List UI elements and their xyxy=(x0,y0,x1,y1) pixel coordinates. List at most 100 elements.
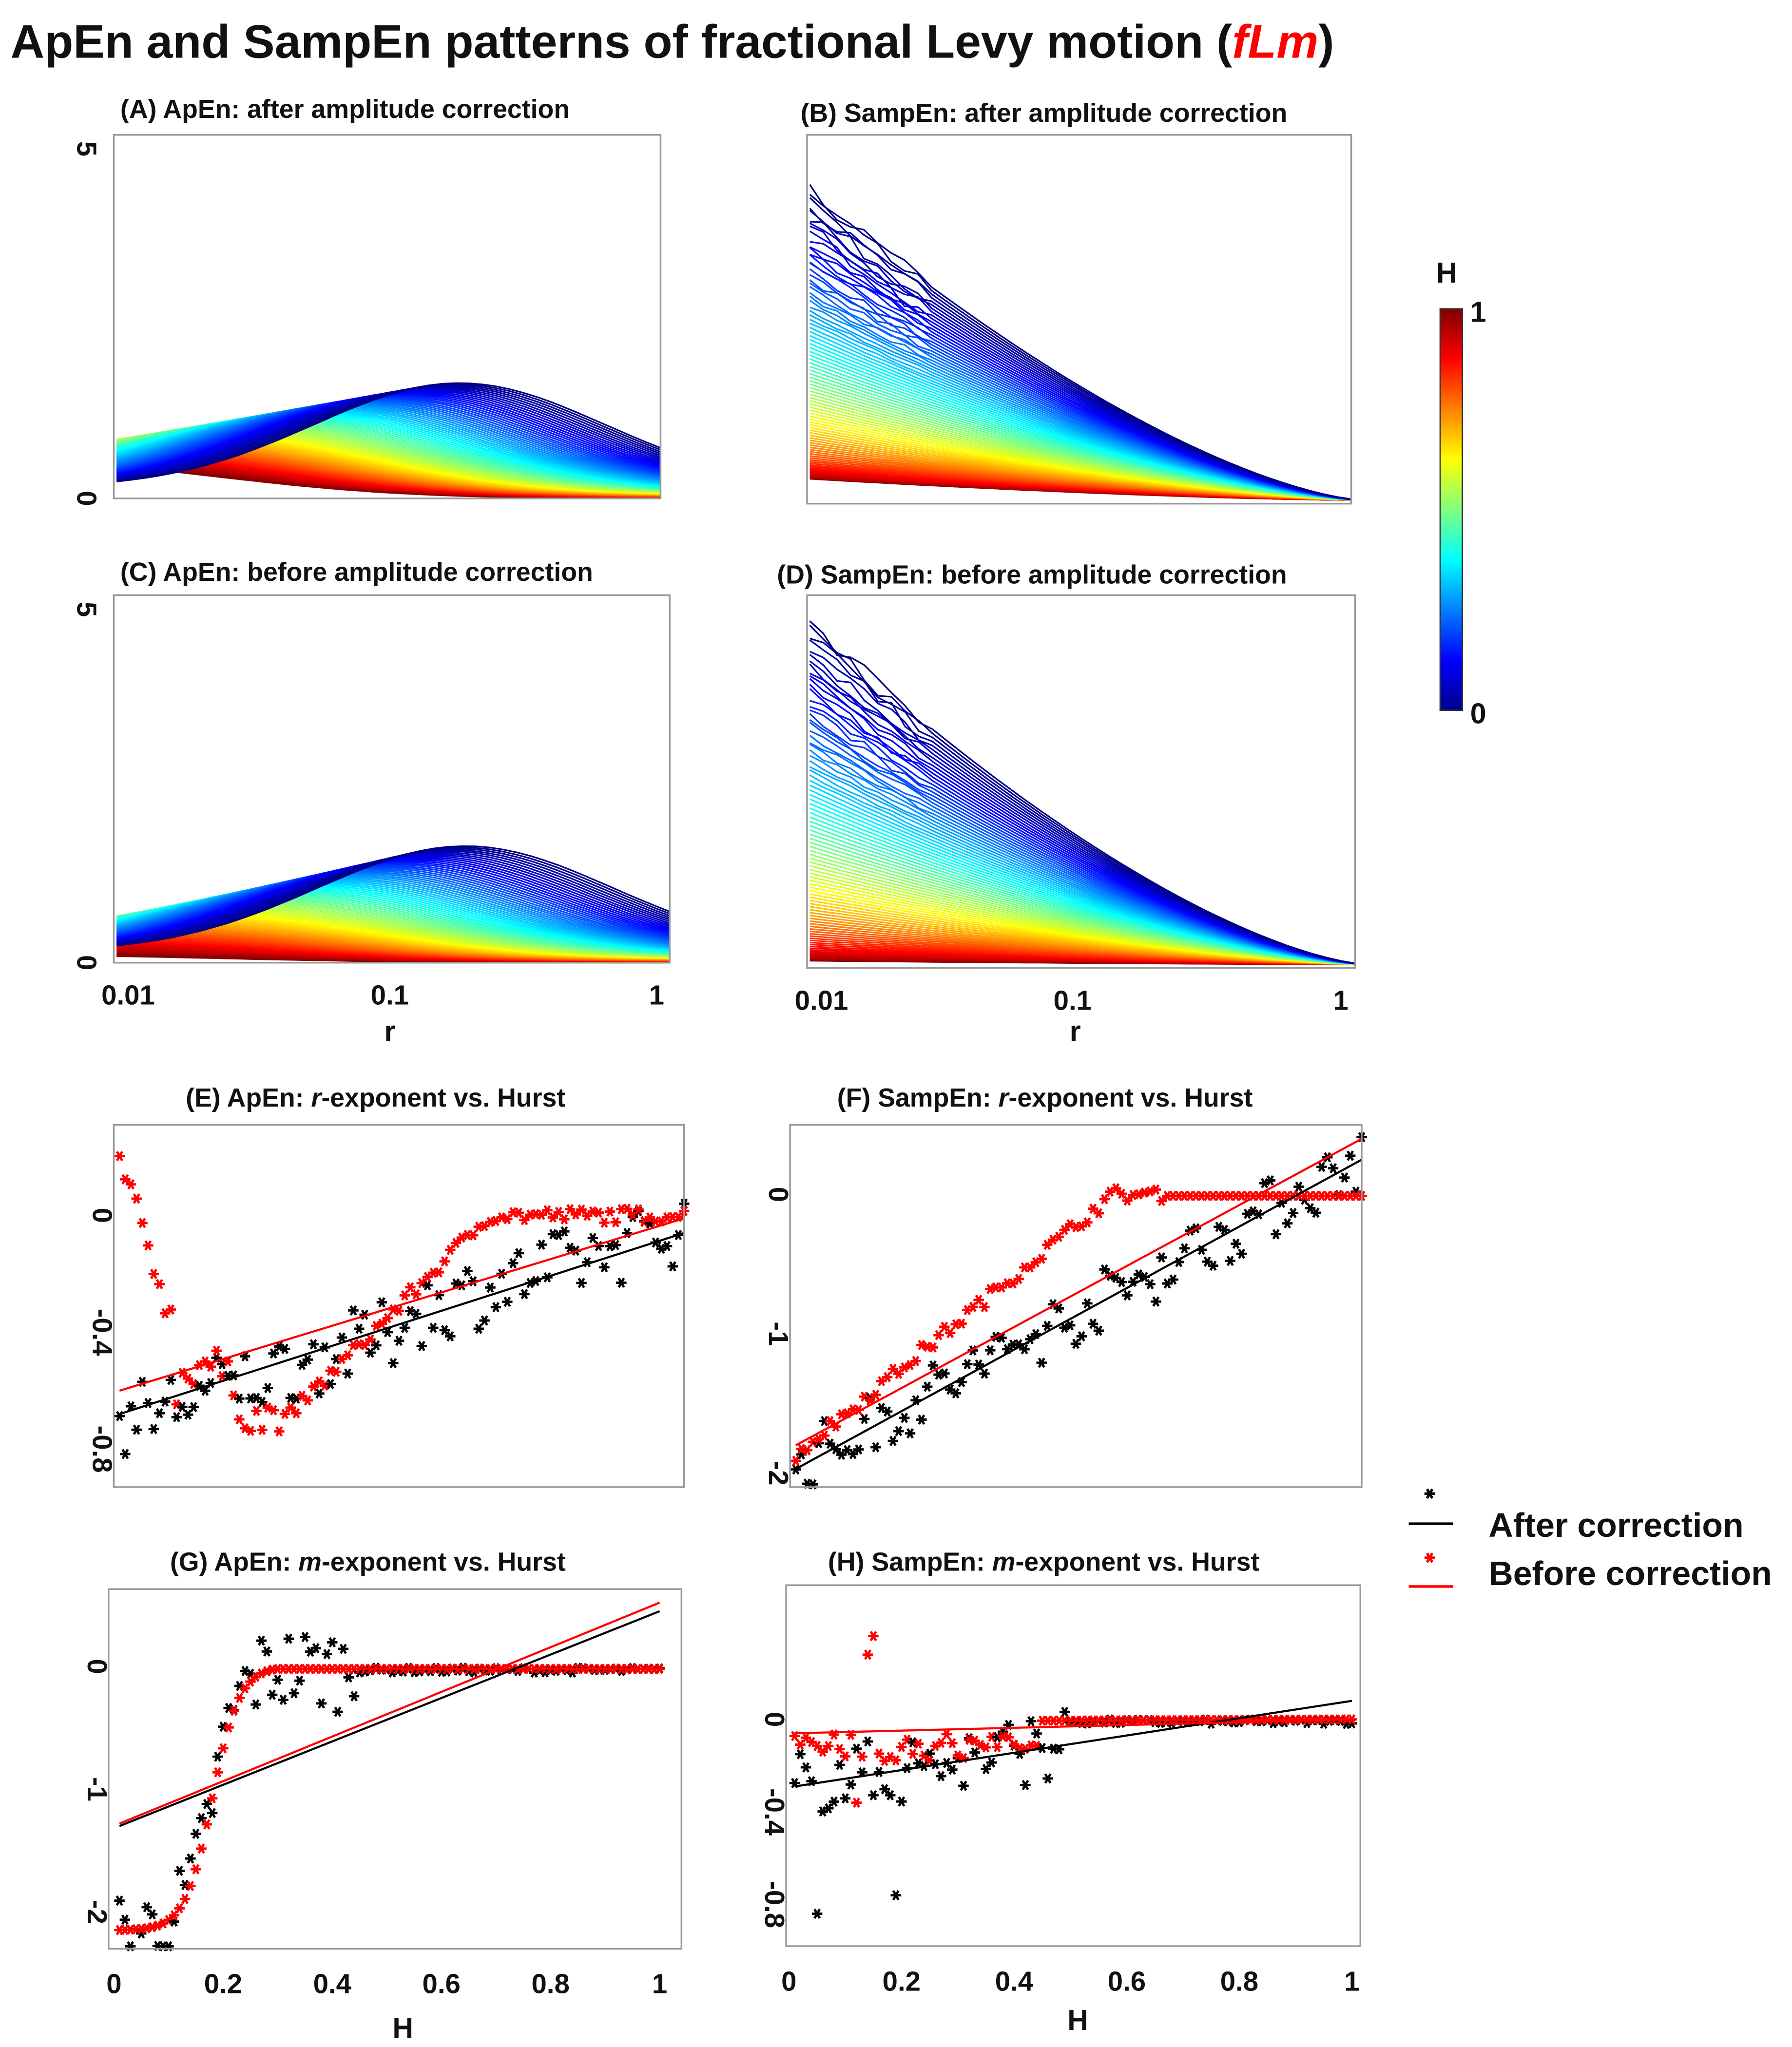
x-tick-label: 0.2 xyxy=(883,1966,921,1996)
y-tick-label: 0 xyxy=(87,1208,118,1223)
before-point xyxy=(967,1301,979,1312)
after-point xyxy=(887,1435,899,1446)
before-point xyxy=(154,1279,165,1290)
before-point xyxy=(1116,1188,1127,1199)
after-point xyxy=(490,1302,501,1313)
after-point xyxy=(519,1289,530,1300)
before-point xyxy=(148,1268,159,1280)
after-point xyxy=(851,1743,862,1754)
y-tick-label: 0 xyxy=(763,1187,794,1202)
before-point xyxy=(319,1380,330,1391)
after-point xyxy=(399,1322,410,1333)
before-point xyxy=(851,1798,862,1808)
x-tick-label: 0.4 xyxy=(995,1966,1034,1996)
before-point xyxy=(182,1373,193,1384)
panel-E: (E) ApEn: r-exponent vs. Hurst 0 -0.4 -0.8 xyxy=(87,1083,690,1488)
panel-title: (A) ApEn: after amplitude correction xyxy=(120,95,570,124)
after-point xyxy=(268,1348,279,1359)
y-tick-label: 0 xyxy=(759,1712,790,1727)
after-point xyxy=(1042,1320,1053,1331)
after-point xyxy=(148,1424,159,1435)
before-point xyxy=(604,1206,616,1217)
after-point xyxy=(485,1282,496,1293)
title-italic: m xyxy=(298,1548,322,1577)
before-point xyxy=(365,1334,376,1345)
before-point xyxy=(239,1683,250,1694)
after-point xyxy=(962,1359,973,1370)
after-point xyxy=(587,1233,598,1244)
before-point xyxy=(165,1304,176,1315)
legend-after-marker xyxy=(1424,1488,1435,1499)
after-point xyxy=(267,1689,278,1700)
x-axis-label: r xyxy=(384,1015,395,1048)
before-point xyxy=(564,1204,576,1215)
before-point xyxy=(992,1741,1002,1753)
before-point xyxy=(331,1366,342,1377)
entropy-curve xyxy=(116,404,660,480)
y-tick-label: 5 xyxy=(71,602,102,617)
entropy-curve xyxy=(116,405,660,482)
title-part: -exponent vs. Hurst xyxy=(1008,1083,1252,1112)
after-point xyxy=(120,1449,131,1459)
panel-B: (B) SampEn: after amplitude correction xyxy=(801,98,1352,505)
before-point xyxy=(201,1819,212,1830)
plot-frame xyxy=(108,1588,683,1950)
after-point xyxy=(879,1784,890,1795)
colorbar-max: 1 xyxy=(1470,296,1486,328)
before-point xyxy=(593,1207,604,1218)
after-point xyxy=(131,1424,142,1435)
panel-title: (E) ApEn: r-exponent vs. Hurst xyxy=(186,1083,565,1112)
title-end: ) xyxy=(1318,16,1334,68)
after-point xyxy=(1036,1358,1047,1368)
x-tick-label: 0.1 xyxy=(1054,985,1092,1015)
before-point xyxy=(817,1746,828,1757)
after-point xyxy=(177,1401,188,1412)
x-tick-label: 0 xyxy=(106,1969,121,1999)
after-point xyxy=(1265,1175,1276,1186)
after-point xyxy=(289,1688,300,1699)
before-point xyxy=(218,1743,229,1754)
entropy-curve xyxy=(116,866,669,939)
panel-G: (G) ApEn: m-exponent vs. Hurst 0 -1 -2 0 0.2 0… xyxy=(82,1548,683,2044)
before-point xyxy=(1156,1196,1167,1206)
before-point xyxy=(399,1290,410,1301)
entropy-curve xyxy=(116,397,660,473)
before-point xyxy=(174,1903,185,1914)
after-point xyxy=(1042,1773,1053,1784)
before-point xyxy=(212,1767,223,1778)
before-point xyxy=(1093,1208,1104,1219)
after-point xyxy=(302,1354,313,1365)
after-point xyxy=(986,1757,997,1768)
before-point xyxy=(450,1238,462,1248)
panel-title: (D) SampEn: before amplitude correction xyxy=(777,560,1287,589)
before-fit-line xyxy=(119,1602,660,1825)
before-point xyxy=(896,1741,907,1752)
after-point xyxy=(314,1388,325,1399)
after-point xyxy=(308,1339,319,1350)
after-point xyxy=(1339,1172,1350,1183)
after-point xyxy=(261,1646,272,1657)
after-point xyxy=(1236,1248,1247,1259)
title-part: -exponent vs. Hurst xyxy=(1016,1548,1260,1577)
before-point xyxy=(936,1738,946,1748)
before-point xyxy=(274,1426,285,1437)
before-point xyxy=(542,1205,553,1216)
before-point xyxy=(559,1214,570,1224)
entropy-curve xyxy=(116,860,669,939)
after-point xyxy=(1328,1163,1339,1174)
before-point xyxy=(185,1880,196,1892)
entropy-curve xyxy=(116,396,660,472)
before-point xyxy=(1059,1224,1070,1235)
panel-C: (C) ApEn: before amplitude correction 0 5 0… xyxy=(71,557,671,1048)
after-point xyxy=(840,1793,851,1804)
after-point xyxy=(922,1381,933,1392)
before-point xyxy=(1082,1217,1093,1228)
after-point xyxy=(1053,1303,1064,1314)
before-point xyxy=(234,1693,245,1703)
entropy-curve xyxy=(116,862,669,938)
after-point xyxy=(1168,1274,1178,1285)
after-point xyxy=(829,1796,840,1807)
after-point xyxy=(811,1908,823,1919)
entropy-curve xyxy=(116,404,660,481)
before-point xyxy=(1099,1194,1110,1205)
